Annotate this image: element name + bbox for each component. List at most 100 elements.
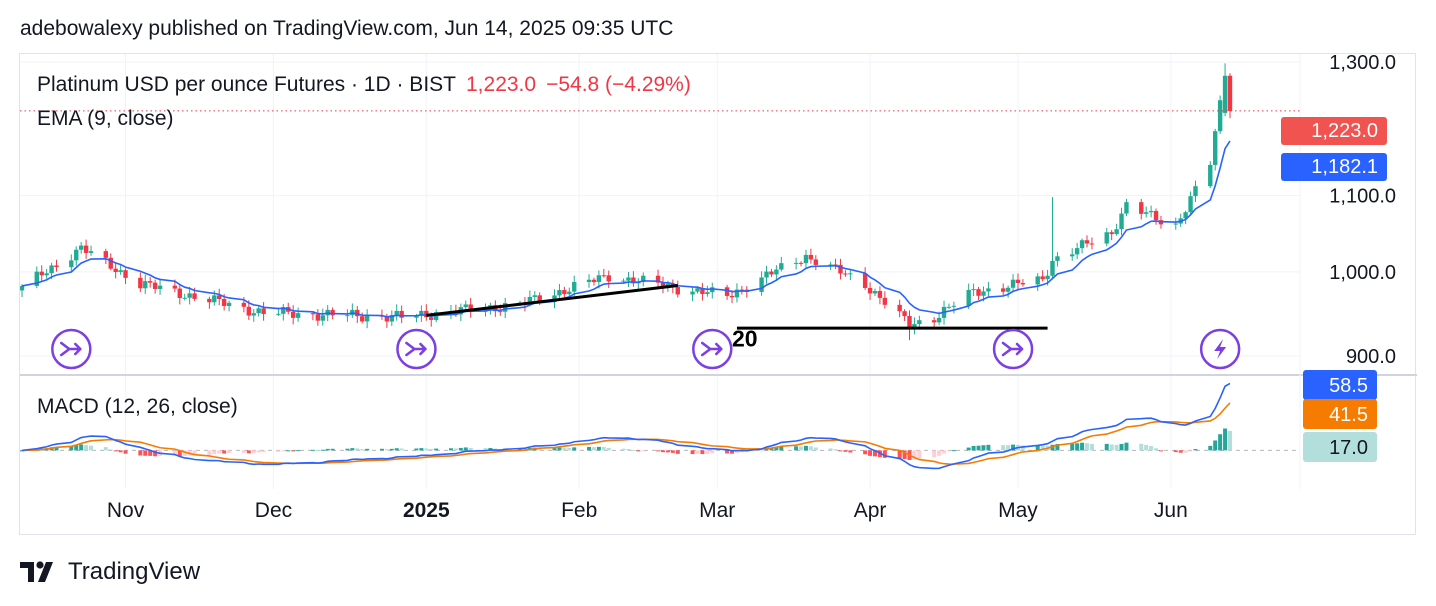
candle-body <box>1104 232 1109 244</box>
macd-histogram-bar <box>562 447 567 451</box>
macd-histogram-bar <box>227 450 232 454</box>
candle-body <box>1148 210 1154 213</box>
candle-body <box>147 281 153 283</box>
candle-body <box>1020 282 1026 285</box>
tradingview-brand[interactable]: TradingView <box>20 558 200 586</box>
macd-histogram-bar <box>1075 443 1080 451</box>
macd-histogram-bar <box>641 450 646 452</box>
macd-histogram-bar <box>517 448 522 451</box>
macd-histogram-bar <box>182 450 187 457</box>
macd-value-tag <box>1303 370 1377 400</box>
macd-histogram-bar <box>453 448 458 451</box>
candle-body <box>78 245 84 250</box>
macd-histogram-bar <box>902 450 907 460</box>
tradingview-label: TradingView <box>68 558 201 585</box>
candle-body <box>981 291 986 296</box>
candle-body <box>966 289 971 306</box>
macd-histogram-bar <box>808 446 813 451</box>
candle-body <box>793 262 799 264</box>
candle-body <box>364 315 370 322</box>
chart-canvas[interactable]: 1,300.0 1,100.0 1,000.0 900.0 Nov Dec 2025 Feb M… <box>20 54 1417 536</box>
candle-body <box>917 320 922 325</box>
candle-body <box>498 311 503 313</box>
macd-histogram-bar <box>1223 428 1228 451</box>
macd-histogram-bar <box>946 450 951 452</box>
macd-histogram-bar <box>739 450 744 453</box>
histogram-value-tag <box>1303 432 1377 462</box>
macd-histogram-bar <box>843 450 848 452</box>
macd-histogram-bar <box>665 450 670 453</box>
macd-histogram-bar <box>1124 442 1129 451</box>
macd-histogram-bar <box>1001 445 1006 451</box>
macd-histogram-bar <box>315 450 320 452</box>
macd-histogram-bar <box>118 450 123 453</box>
macd-histogram-bar <box>587 446 592 451</box>
macd-histogram-bar <box>759 450 764 452</box>
macd-histogram-bar <box>138 450 143 456</box>
ema-line <box>21 140 1231 318</box>
candle-body <box>1213 131 1218 165</box>
macd-histogram-bar <box>937 450 942 456</box>
macd-histogram-bar <box>207 450 212 456</box>
macd-histogram-bar <box>360 449 365 451</box>
macd-histogram-bar <box>296 450 301 452</box>
candle-body <box>138 277 143 289</box>
candle-body <box>936 317 942 323</box>
candle-body <box>44 273 49 276</box>
candle-body <box>734 289 740 298</box>
macd-histogram-bar <box>981 445 986 451</box>
candle-body <box>276 313 281 315</box>
candle-body <box>1193 186 1198 197</box>
candle-body <box>862 273 868 288</box>
lightning-icon <box>1214 339 1227 359</box>
candle-body <box>88 251 94 253</box>
candle-body <box>384 316 390 322</box>
candle-body <box>779 263 784 270</box>
macd-histogram-bar <box>1055 443 1060 451</box>
macd-signal-line <box>21 402 1231 465</box>
candle-body <box>951 305 957 307</box>
trendline[interactable] <box>426 284 678 317</box>
candle-body <box>1208 164 1213 187</box>
macd-histogram-bar <box>868 450 873 456</box>
macd-histogram-bar <box>384 449 389 451</box>
macd-histogram-bar <box>222 450 227 454</box>
macd-histogram-bar <box>971 445 976 451</box>
candle-body <box>320 315 325 321</box>
candle-body <box>69 260 74 268</box>
candle-body <box>1010 279 1016 288</box>
macd-histogram-bar <box>813 447 818 451</box>
macd-histogram-bar <box>631 449 636 451</box>
time-axis-label: Dec <box>255 499 292 522</box>
macd-histogram-bar <box>695 450 700 454</box>
macd-histogram-bar <box>976 445 981 451</box>
macd-histogram-bar <box>912 450 917 460</box>
legend-price: 1,223.0 <box>466 73 537 96</box>
macd-histogram-bar <box>123 450 128 454</box>
candle-body <box>532 295 537 297</box>
macd-histogram-bar <box>700 450 705 455</box>
macd-value-tag-text: 58.5 <box>1329 375 1368 397</box>
macd-histogram-bar <box>1085 443 1090 451</box>
candle-body <box>769 271 774 275</box>
candle-body <box>591 279 597 283</box>
macd-histogram-bar <box>660 450 665 453</box>
chart-frame[interactable]: 1,300.0 1,100.0 1,000.0 900.0 Nov Dec 2025 Feb M… <box>19 53 1417 536</box>
macd-histogram-bar <box>89 445 94 451</box>
candle-body <box>49 265 54 274</box>
candle-body <box>1183 212 1188 219</box>
candle-body <box>596 275 602 283</box>
candle-body <box>764 271 769 278</box>
candle-body <box>1050 260 1055 276</box>
candle-body <box>986 288 991 292</box>
macd-histogram-bar <box>429 448 434 451</box>
macd-histogram-bar <box>1114 444 1119 451</box>
drawing-annotation-text: 20 <box>732 325 758 351</box>
candle-body <box>113 268 118 273</box>
candle-body <box>1217 100 1223 132</box>
macd-histogram-bar <box>1183 450 1188 453</box>
candle-body <box>1227 75 1233 111</box>
candle-body <box>907 316 912 329</box>
macd-histogram-bar <box>483 448 488 451</box>
macd-histogram-bar <box>621 448 626 451</box>
